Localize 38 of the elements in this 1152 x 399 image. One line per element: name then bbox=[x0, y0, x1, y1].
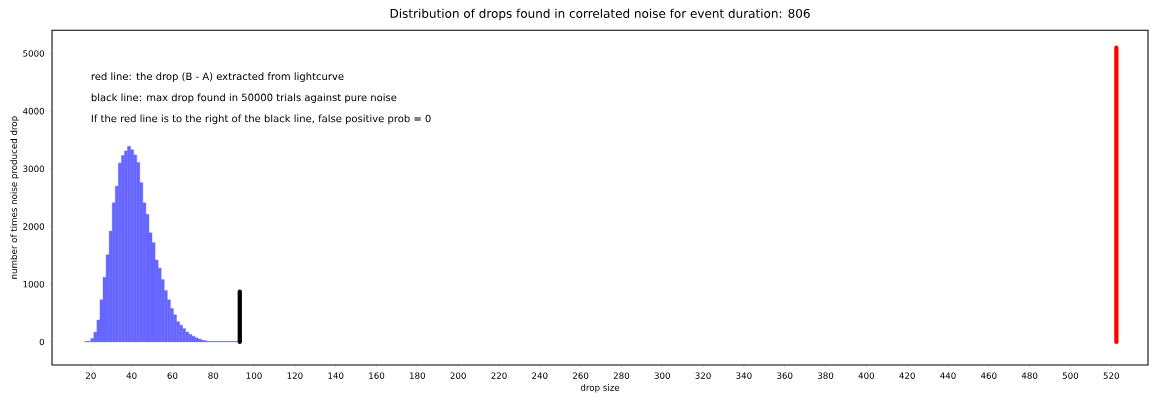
y-tick-label: 2000 bbox=[23, 223, 45, 230]
x-tick-label: 480 bbox=[1021, 372, 1038, 379]
y-tick-label: 1000 bbox=[23, 280, 45, 288]
y-axis-title: number of times noise produced drop bbox=[10, 116, 19, 279]
x-tick-label: 520 bbox=[1103, 372, 1119, 379]
annotation: red line: the drop (B - A) extracted from lightcurve bbox=[91, 72, 344, 83]
x-tick-label: 240 bbox=[532, 372, 548, 379]
x-tick-label: 320 bbox=[695, 372, 711, 379]
x-tick-label: 100 bbox=[246, 372, 262, 379]
x-tick-label: 280 bbox=[613, 372, 630, 379]
x-tick-label: 40 bbox=[126, 372, 137, 379]
x-tick-label: 380 bbox=[817, 372, 834, 379]
y-tick-label: 3000 bbox=[23, 165, 45, 173]
y-tick-label: 4000 bbox=[23, 107, 45, 115]
x-tick-label: 120 bbox=[287, 372, 303, 379]
x-tick-label: 360 bbox=[777, 372, 793, 379]
x-tick-label: 200 bbox=[450, 372, 466, 379]
x-tick-label: 220 bbox=[491, 372, 507, 379]
x-tick-label: 140 bbox=[328, 372, 344, 379]
chart-title: Distribution of drops found in correlated noise for event duration: 806 bbox=[390, 8, 810, 21]
annotation: black line: max drop found in 50000 trials against pure noise bbox=[91, 93, 397, 104]
x-tick-label: 180 bbox=[410, 372, 426, 379]
x-tick-label: 420 bbox=[899, 372, 915, 379]
x-axis-title: drop size bbox=[580, 384, 620, 393]
x-tick-label: 440 bbox=[940, 372, 956, 379]
x-tick-label: 340 bbox=[736, 372, 752, 379]
annotation: If the red line is to the right of the black line, false positive prob = 0 bbox=[91, 114, 431, 125]
y-tick-label: 0 bbox=[39, 338, 45, 346]
y-tick-label: 5000 bbox=[23, 50, 45, 57]
x-tick-label: 80 bbox=[208, 372, 219, 379]
x-tick-label: 500 bbox=[1062, 372, 1079, 379]
x-tick-label: 300 bbox=[654, 372, 670, 379]
x-tick-label: 160 bbox=[369, 372, 385, 379]
x-tick-label: 20 bbox=[85, 372, 96, 379]
x-tick-label: 60 bbox=[167, 372, 178, 379]
x-tick-label: 400 bbox=[858, 372, 875, 379]
x-tick-label: 460 bbox=[980, 372, 997, 379]
x-tick-label: 260 bbox=[572, 372, 589, 379]
